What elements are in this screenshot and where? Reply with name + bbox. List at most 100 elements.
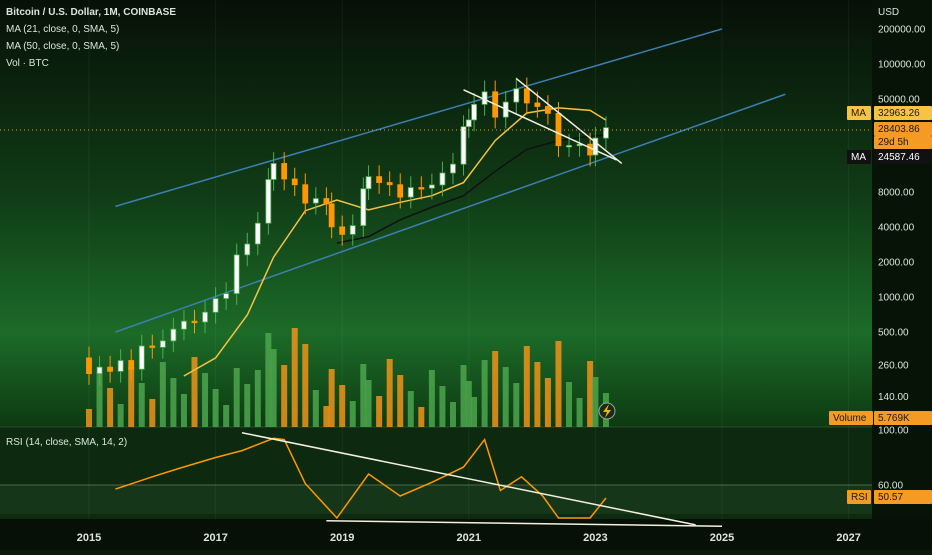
time-axis[interactable]: 2015 2017 2019 2021 2023 2025 2027 [77,532,861,544]
volume-bar [138,383,145,427]
volume-bar [328,369,335,427]
countdown-box [874,136,932,149]
candle-body [386,182,393,186]
volume-bar [544,378,551,427]
candles [86,77,609,385]
candle-body [265,179,272,224]
candle-body [302,184,309,204]
flash-icon[interactable] [598,402,616,420]
price-tick: 200000.00 [878,24,926,35]
candle-body [291,178,298,186]
volume-bar [281,365,288,427]
ma21-label-box [847,106,871,120]
rsi-tick: 60.00 [878,481,903,492]
volume-bar [360,364,367,427]
candle-body [450,163,456,174]
volume-bar [291,328,298,427]
volume-bar [128,367,135,427]
rsi-value-box [874,490,932,504]
price-tick: 2000.00 [878,257,915,268]
volume-bar [191,357,198,427]
volume-bar [149,399,156,427]
volume-bar [233,368,240,427]
time-tick: 2019 [330,532,354,544]
volume-bar [180,394,187,427]
volume-bar [96,372,103,427]
ma50-value-box [874,150,932,164]
countdown-text: 29d 5h [878,137,909,148]
channel-lower-line [115,93,786,333]
volume-bar [492,351,499,427]
price-tick: 500.00 [878,328,909,339]
price-pane-background [0,0,872,427]
candle-body [365,176,372,190]
volume-bar [418,407,425,427]
rsi-tick: 100.00 [878,426,909,437]
symbol-title[interactable]: Bitcoin / U.S. Dollar, 1M, COINBASE [6,7,177,18]
wedge-lower-line [463,89,617,161]
candle-body [428,184,435,189]
volume-bar [471,397,478,427]
volume-bar [349,401,356,427]
volume-bar [592,377,599,427]
candle-body [339,226,346,235]
volume-bar [534,362,541,427]
price-tick: 8000.00 [878,187,915,198]
candle-body [312,198,319,204]
last-price-box [874,122,932,136]
channel-upper-line [115,28,723,208]
volume-bar [323,406,330,427]
wedge-lines [463,77,623,165]
candle-body [418,187,425,190]
candle-body [465,119,472,128]
candle-body [170,328,177,342]
candle-body [212,298,219,313]
price-tick: 4000.00 [878,222,915,233]
candle-body [138,345,145,370]
candle-body [397,184,404,198]
candle-body [117,360,124,372]
volume-bar [202,373,209,427]
volume-bar [502,367,509,427]
price-tick: 1000.00 [878,293,915,304]
candle-body [323,198,330,205]
volume-bar [386,359,393,427]
rsi-title[interactable]: RSI (14, close, SMA, 14, 2) [6,437,128,448]
volume-bar [587,361,594,427]
candle-body [202,311,208,323]
indicator-volume[interactable]: Vol · BTC [6,58,49,69]
ma50-label-text: MA [851,152,866,163]
volume-bar [523,346,530,427]
chart-legend: Bitcoin / U.S. Dollar, 1M, COINBASE MA (… [6,4,176,72]
wedge-upper-line [515,77,623,165]
candle-body [349,225,356,235]
price-tick: 260.00 [878,361,909,372]
candle-body [587,143,594,156]
volume-bar [555,341,562,427]
candle-body [107,366,113,372]
volume-bar [365,380,372,427]
candle-body [86,357,92,375]
volume-bar [212,389,219,427]
candle-body [149,345,156,348]
candle-body [603,127,609,139]
candle-body [513,88,520,103]
time-tick: 2025 [710,532,734,544]
volume-label-text: Volume [833,413,867,424]
candle-body [181,320,187,330]
indicator-ma50[interactable]: MA (50, close, 0, SMA, 5) [6,41,120,52]
volume-label-box [829,411,873,425]
rsi-band [0,485,872,514]
ma50-value-text: 24587.46 [878,152,920,163]
ma21-value-box [874,106,932,120]
candle-body [223,293,230,299]
volume-bar [302,344,309,427]
price-axis[interactable]: USD200000.00100000.0050000.0016000.00800… [878,7,926,492]
indicator-ma21[interactable]: MA (21, close, 0, SMA, 5) [6,24,120,35]
volume-bar [265,333,272,427]
price-tick: 50000.00 [878,95,920,106]
volume-bar [117,404,124,427]
time-tick: 2021 [457,532,481,544]
